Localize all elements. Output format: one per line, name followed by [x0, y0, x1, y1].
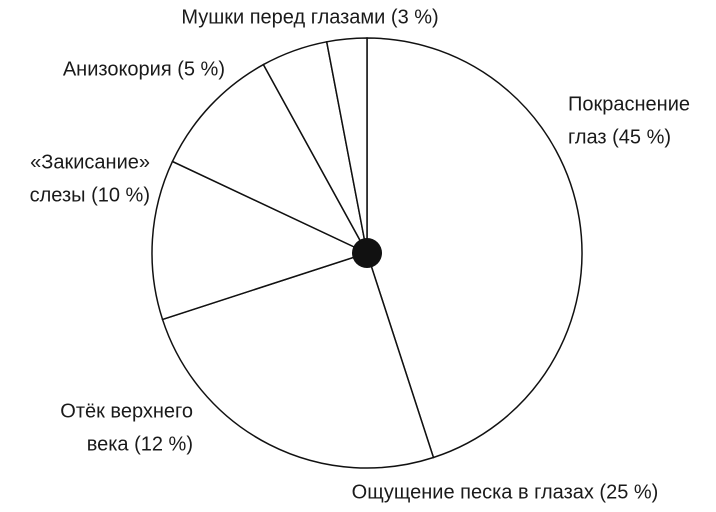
slice-label: Отёк верхнего [60, 400, 193, 422]
pie-slice [325, 37, 368, 254]
slice-label: слезы (10 %) [30, 184, 150, 206]
slice-label: Ощущение песка в глазах (25 %) [352, 481, 659, 503]
pie-slice [171, 63, 369, 255]
slice-label: глаз (45 %) [568, 126, 671, 148]
pie-slice [151, 160, 370, 321]
slice-label: «Закисание» [30, 151, 150, 173]
pie-slice [161, 252, 435, 469]
slice-label: Мушки перед глазами (3 %) [181, 6, 438, 28]
slice-label: Покраснение [568, 93, 690, 115]
center-dot [352, 238, 382, 268]
slice-label: века (12 %) [87, 433, 193, 455]
pie-slice [366, 37, 583, 459]
slice-label: Анизокория (5 %) [63, 58, 225, 80]
